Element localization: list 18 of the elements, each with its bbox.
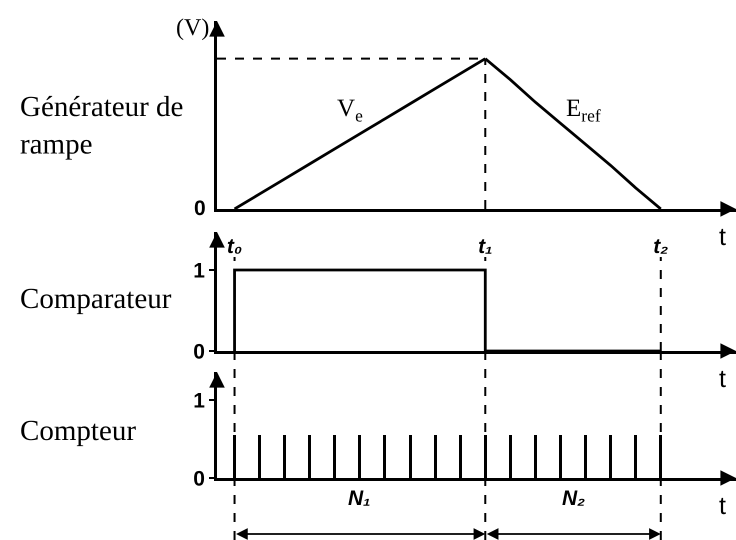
text: N₂ bbox=[562, 487, 586, 510]
text: Compteur bbox=[20, 415, 136, 447]
x-axis-title: t bbox=[719, 492, 726, 520]
x-tick-label: t₂ bbox=[653, 235, 668, 258]
y-tick-label: 1 bbox=[193, 389, 206, 412]
series-label: V$_{e}$ bbox=[337, 95, 364, 126]
x-axis-title: t bbox=[719, 365, 726, 393]
x-axis-title: t bbox=[719, 223, 726, 251]
series-label: E$_{ref}$ bbox=[566, 95, 601, 126]
text: Comparateur bbox=[20, 283, 172, 315]
x-tick-label: t₁ bbox=[478, 235, 492, 258]
y-tick-label: 0 bbox=[193, 340, 205, 364]
text: N₁ bbox=[348, 487, 371, 510]
x-tick-label: t₀ bbox=[226, 235, 242, 258]
y-axis-title: (V) bbox=[176, 15, 210, 41]
text: Générateur de rampe bbox=[20, 91, 184, 161]
y-tick-label: 1 bbox=[193, 259, 206, 282]
y-tick-label: 0 bbox=[193, 467, 205, 490]
